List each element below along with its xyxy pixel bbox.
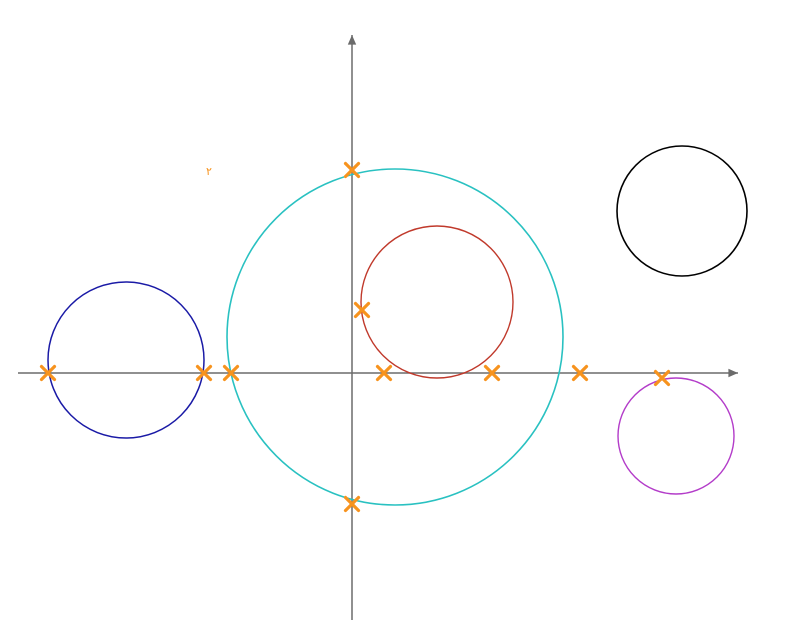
small-orange-curl: ٢ (206, 166, 212, 178)
cyan-circle (227, 169, 563, 505)
axes (18, 35, 738, 620)
black-circle (617, 146, 747, 276)
navy-circle (48, 282, 204, 438)
y-axis-arrow (348, 35, 356, 45)
red-circle (361, 226, 513, 378)
x-axis-arrow (728, 369, 738, 377)
magenta-circle (618, 378, 734, 494)
markers-group (42, 164, 669, 511)
circles-group (48, 146, 747, 505)
coordinate-plane: ٢ (0, 0, 798, 636)
